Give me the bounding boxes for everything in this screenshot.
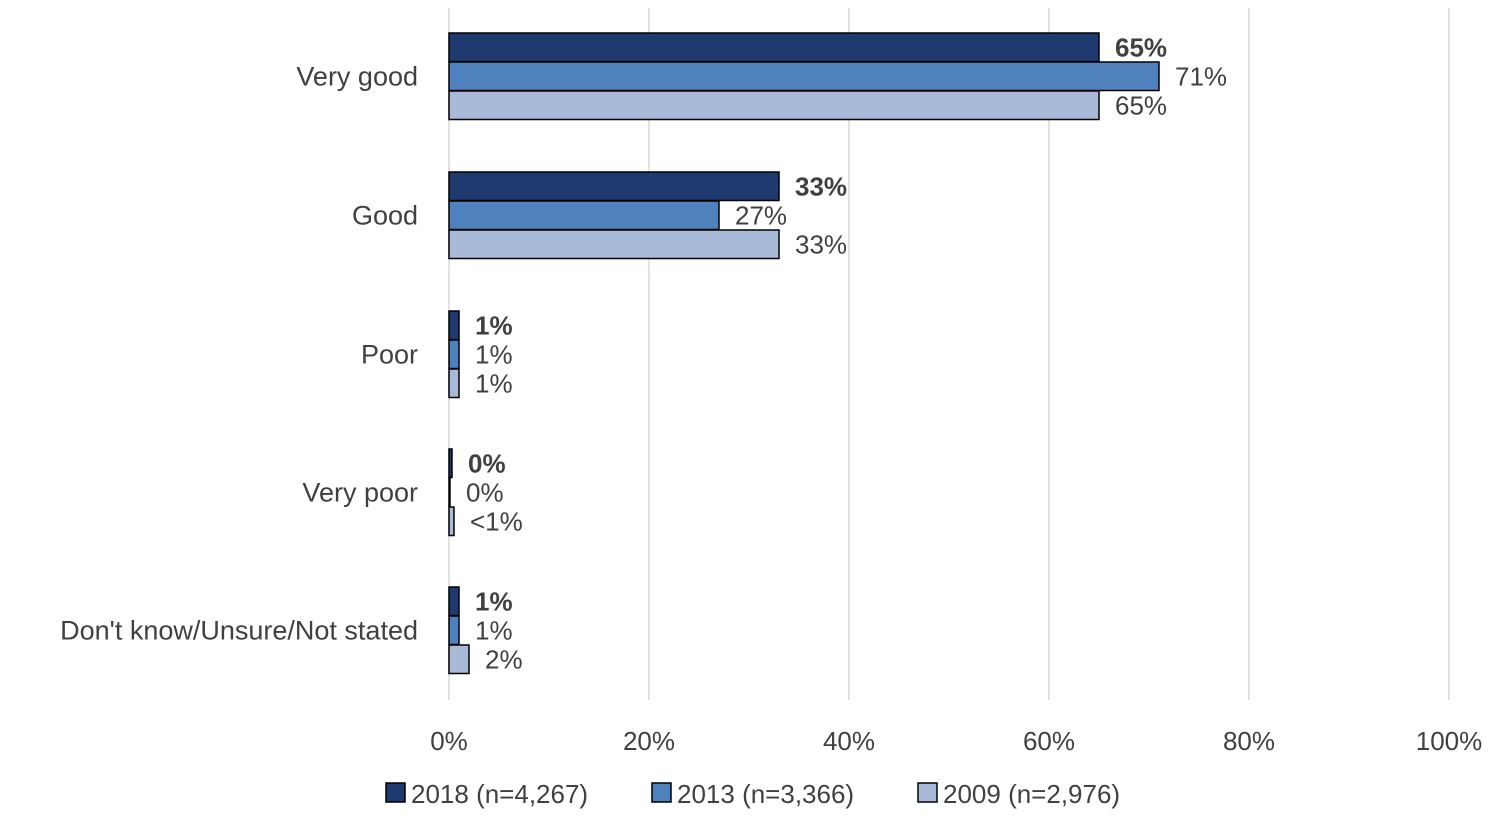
x-tick-label-60: 60% (1023, 726, 1075, 756)
legend-label-1: 2013 (n=3,366) (677, 779, 854, 809)
legend-label-2: 2009 (n=2,976) (943, 779, 1120, 809)
data-label-1-0: 71% (1175, 61, 1227, 91)
bar-2-0 (448, 90, 1100, 121)
bar-2-1 (448, 229, 780, 260)
x-tick-label-100: 100% (1416, 726, 1483, 756)
data-label-1-4: 1% (475, 615, 513, 645)
bar-0-0 (448, 32, 1100, 63)
bar-1-1 (448, 200, 720, 231)
data-label-0-0: 65% (1115, 32, 1167, 62)
bar-1-3 (448, 477, 451, 508)
category-label-1: Good (352, 201, 418, 231)
gridlines (448, 8, 1450, 700)
category-label-2: Poor (361, 340, 418, 370)
legend-swatch-1 (651, 782, 672, 803)
bar-0-1 (448, 171, 780, 202)
data-label-0-2: 1% (475, 310, 513, 340)
bar-2-4 (448, 644, 470, 675)
data-label-2-3: <1% (470, 506, 523, 536)
bar-2-2 (448, 368, 460, 399)
category-label-3: Very poor (302, 478, 418, 508)
data-label-0-4: 1% (475, 586, 513, 616)
data-label-1-1: 27% (735, 200, 787, 230)
legend: 2018 (n=4,267) 2013 (n=3,366) 2009 (n=2,97… (385, 779, 1120, 809)
legend-swatch-0 (385, 782, 406, 803)
bars (448, 32, 1160, 675)
bar-1-2 (448, 339, 460, 370)
data-label-2-0: 65% (1115, 90, 1167, 120)
legend-label-0: 2018 (n=4,267) (411, 779, 588, 809)
bar-1-0 (448, 61, 1160, 92)
data-label-1-2: 1% (475, 339, 513, 369)
category-label-0: Very good (296, 62, 418, 92)
x-tick-label-20: 20% (623, 726, 675, 756)
data-label-2-1: 33% (795, 229, 847, 259)
data-label-2-2: 1% (475, 368, 513, 398)
bar-0-4 (448, 586, 460, 617)
bar-2-3 (448, 506, 455, 537)
category-label-4: Don't know/Unsure/Not stated (60, 616, 418, 646)
bar-1-4 (448, 615, 460, 646)
bar-0-2 (448, 310, 460, 341)
legend-swatch-2 (917, 782, 938, 803)
data-label-0-1: 33% (795, 171, 847, 201)
x-tick-label-0: 0% (430, 726, 468, 756)
bar-0-3 (448, 448, 453, 479)
data-label-1-3: 0% (466, 477, 504, 507)
data-label-2-4: 2% (485, 644, 523, 674)
data-labels: 65%71%65%33%27%33%1%1%1%0%0%<1%1%1%2% (466, 32, 1227, 674)
x-axis-ticks: 0% 20% 40% 60% 80% 100% (430, 726, 1482, 756)
data-label-0-3: 0% (468, 448, 506, 478)
category-labels: Very good Good Poor Very poor Don't know/Uns… (60, 62, 418, 646)
x-tick-label-40: 40% (823, 726, 875, 756)
x-tick-label-80: 80% (1223, 726, 1275, 756)
